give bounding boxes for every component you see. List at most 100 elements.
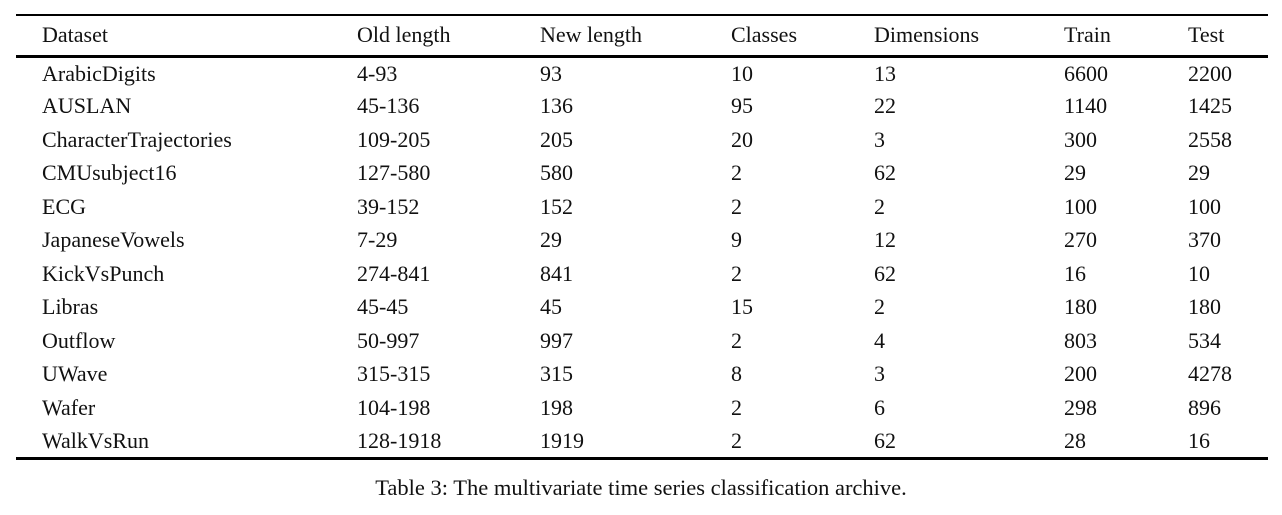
table-cell: 370 [1188, 227, 1221, 253]
table-cell: 2 [731, 394, 742, 420]
table-cell: 50-997 [357, 327, 420, 353]
table-cell: 22 [874, 93, 896, 119]
table-body: ArabicDigits 4-93 93 10 13 6600 2200 AUSLAN 45-1… [16, 56, 1268, 458]
table-row: AUSLAN 45-136 136 95 22 1140 1425 [16, 90, 1268, 124]
table-cell: 841 [540, 260, 573, 286]
table-cell: Wafer [42, 394, 96, 420]
table-cell: 13 [874, 60, 896, 86]
table-cell: 20 [731, 126, 753, 152]
column-header-dimensions: Dimensions [874, 22, 980, 48]
table-cell: 315-315 [357, 361, 431, 387]
table-row: WalkVsRun 128-1918 1919 2 62 28 16 [16, 425, 1268, 459]
table-caption: Table 3: The multivariate time series cl… [375, 475, 907, 500]
table-cell: 45 [540, 294, 562, 320]
table-row: CharacterTrajectories 109-205 205 20 3 300 255… [16, 123, 1268, 157]
table-cell: UWave [42, 361, 108, 387]
table-row: ECG 39-152 152 2 2 100 100 [16, 190, 1268, 224]
table-cell: 152 [540, 193, 573, 219]
table-cell: 7-29 [357, 227, 398, 253]
table-cell: Outflow [42, 327, 116, 353]
column-header-dataset: Dataset [42, 22, 108, 48]
table-cell: 8 [731, 361, 742, 387]
table-cell: 6 [874, 394, 885, 420]
table-cell: 896 [1188, 394, 1221, 420]
table-cell: 127-580 [357, 160, 431, 186]
table-cell: 2 [731, 327, 742, 353]
table-header-row: Dataset Old length New length Classes Di… [16, 15, 1268, 56]
table-cell: 4-93 [357, 60, 398, 86]
table-cell: ArabicDigits [42, 60, 156, 86]
table-cell: 2200 [1188, 60, 1232, 86]
table-cell: 104-198 [357, 394, 431, 420]
table-cell: 270 [1064, 227, 1097, 253]
table-row: ArabicDigits 4-93 93 10 13 6600 2200 [16, 56, 1268, 90]
table-cell: 3 [874, 361, 885, 387]
table-cell: 1919 [540, 427, 584, 453]
column-header-new-length: New length [540, 22, 643, 48]
table-cell: 10 [1188, 260, 1210, 286]
table-cell: 29 [1064, 160, 1086, 186]
table-cell: 12 [874, 227, 896, 253]
table-cell: 200 [1064, 361, 1097, 387]
table-cell: 4 [874, 327, 885, 353]
table-row: Libras 45-45 45 15 2 180 180 [16, 291, 1268, 325]
table-cell: 205 [540, 126, 573, 152]
table-cell: 109-205 [357, 126, 431, 152]
table-cell: 315 [540, 361, 573, 387]
table-cell: 3 [874, 126, 885, 152]
table-cell: 2 [874, 294, 885, 320]
table-row: JapaneseVowels 7-29 29 9 12 270 370 [16, 224, 1268, 258]
table-cell: ECG [42, 193, 86, 219]
table-cell: 180 [1064, 294, 1097, 320]
table-cell: 100 [1188, 193, 1221, 219]
table-row: KickVsPunch 274-841 841 2 62 16 10 [16, 257, 1268, 291]
table-cell: 45-136 [357, 93, 420, 119]
table-cell: 100 [1064, 193, 1097, 219]
table-cell: 16 [1064, 260, 1086, 286]
table-cell: 4278 [1188, 361, 1232, 387]
table-cell: 300 [1064, 126, 1097, 152]
table-cell: 2 [731, 193, 742, 219]
table-cell: 2 [731, 427, 742, 453]
table-cell: 9 [731, 227, 742, 253]
table-3: Dataset Old length New length Classes Di… [16, 14, 1268, 460]
table-cell: AUSLAN [42, 93, 132, 119]
table-cell: 1425 [1188, 93, 1232, 119]
table-cell: 298 [1064, 394, 1097, 420]
table-cell: 10 [731, 60, 753, 86]
column-header-classes: Classes [731, 22, 797, 48]
table-cell: 39-152 [357, 193, 420, 219]
table-cell: CharacterTrajectories [42, 126, 232, 152]
table-cell: 136 [540, 93, 573, 119]
column-header-old-length: Old length [357, 22, 451, 48]
table-cell: 93 [540, 60, 562, 86]
table-cell: 2 [731, 160, 742, 186]
table-cell: 45-45 [357, 294, 409, 320]
table-cell: 62 [874, 160, 896, 186]
table-row: UWave 315-315 315 8 3 200 4278 [16, 358, 1268, 392]
table-cell: 2 [874, 193, 885, 219]
table-cell: 580 [540, 160, 573, 186]
table-row: CMUsubject16 127-580 580 2 62 29 29 [16, 157, 1268, 191]
table-cell: 16 [1188, 427, 1210, 453]
table-header: Dataset Old length New length Classes Di… [16, 15, 1268, 56]
table-cell: WalkVsRun [42, 427, 150, 453]
dataset-archive-table: Dataset Old length New length Classes Di… [16, 14, 1268, 460]
table-row: Outflow 50-997 997 2 4 803 534 [16, 324, 1268, 358]
table-cell: 2558 [1188, 126, 1232, 152]
column-header-train: Train [1064, 22, 1111, 48]
table-cell: 29 [1188, 160, 1210, 186]
table-cell: 997 [540, 327, 573, 353]
table-cell: 274-841 [357, 260, 431, 286]
table-cell: Libras [42, 294, 99, 320]
table-cell: 29 [540, 227, 562, 253]
table-cell: 15 [731, 294, 753, 320]
table-cell: 62 [874, 260, 896, 286]
table-cell: JapaneseVowels [42, 227, 185, 253]
table-cell: 198 [540, 394, 573, 420]
column-header-test: Test [1188, 22, 1225, 48]
table-cell: 28 [1064, 427, 1086, 453]
table-cell: 6600 [1064, 60, 1108, 86]
table-cell: 180 [1188, 294, 1221, 320]
table-cell: 1140 [1064, 93, 1108, 119]
